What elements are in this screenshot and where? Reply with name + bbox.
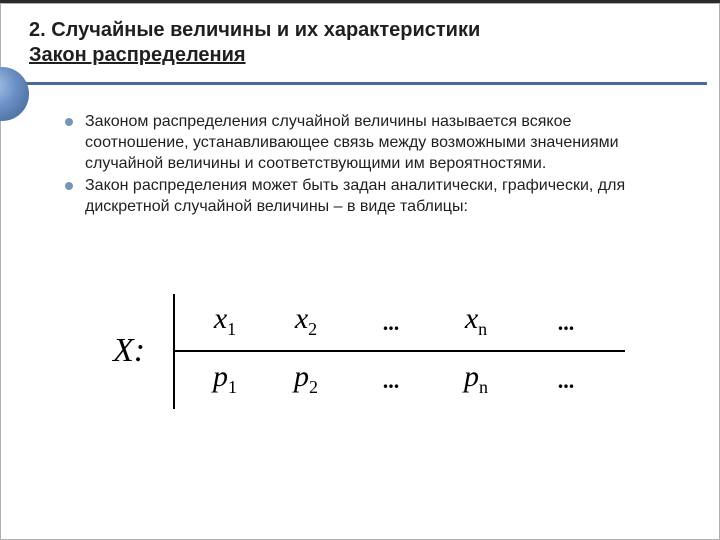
header-block: 2. Случайные величины и их характеристик… [29,18,689,68]
header-line2: Закон распределения [29,44,246,66]
table-horizontal-line [173,350,625,352]
distribution-table: X: x1 x2 ... xn ... p1 p2 ... pn ... [113,294,633,409]
bullet-text-1: Законом распределения случайной величины… [85,112,677,174]
header-line1: 2. Случайные величины и их характеристик… [29,19,480,41]
bullet-dot-icon [65,182,73,190]
bullet-item-2: Закон распределения может быть задан ана… [65,176,677,218]
cell-p1: p1 [189,362,261,396]
cell-p2: p2 [261,362,351,396]
cell-dots: ... [521,304,611,338]
bullet-text-2: Закон распределения может быть задан ана… [85,176,677,218]
accent-circle [0,67,29,121]
table-label: X: [113,332,145,370]
header-title: 2. Случайные величины и их характеристик… [29,18,689,68]
cell-dots: ... [351,362,431,396]
cell-x2: x2 [261,304,351,338]
cell-xn: xn [431,304,521,338]
bullet-item-1: Законом распределения случайной величины… [65,112,677,174]
bullet-dot-icon [65,118,73,126]
content-area: Законом распределения случайной величины… [65,112,677,220]
table-row-p: p1 p2 ... pn ... [189,362,629,396]
slide-container: 2. Случайные величины и их характеристик… [0,3,720,540]
cell-dots: ... [521,362,611,396]
cell-dots: ... [351,304,431,338]
table-row-x: x1 x2 ... xn ... [189,304,629,338]
cell-pn: pn [431,362,521,396]
header-divider [11,82,707,85]
cell-x1: x1 [189,304,261,338]
